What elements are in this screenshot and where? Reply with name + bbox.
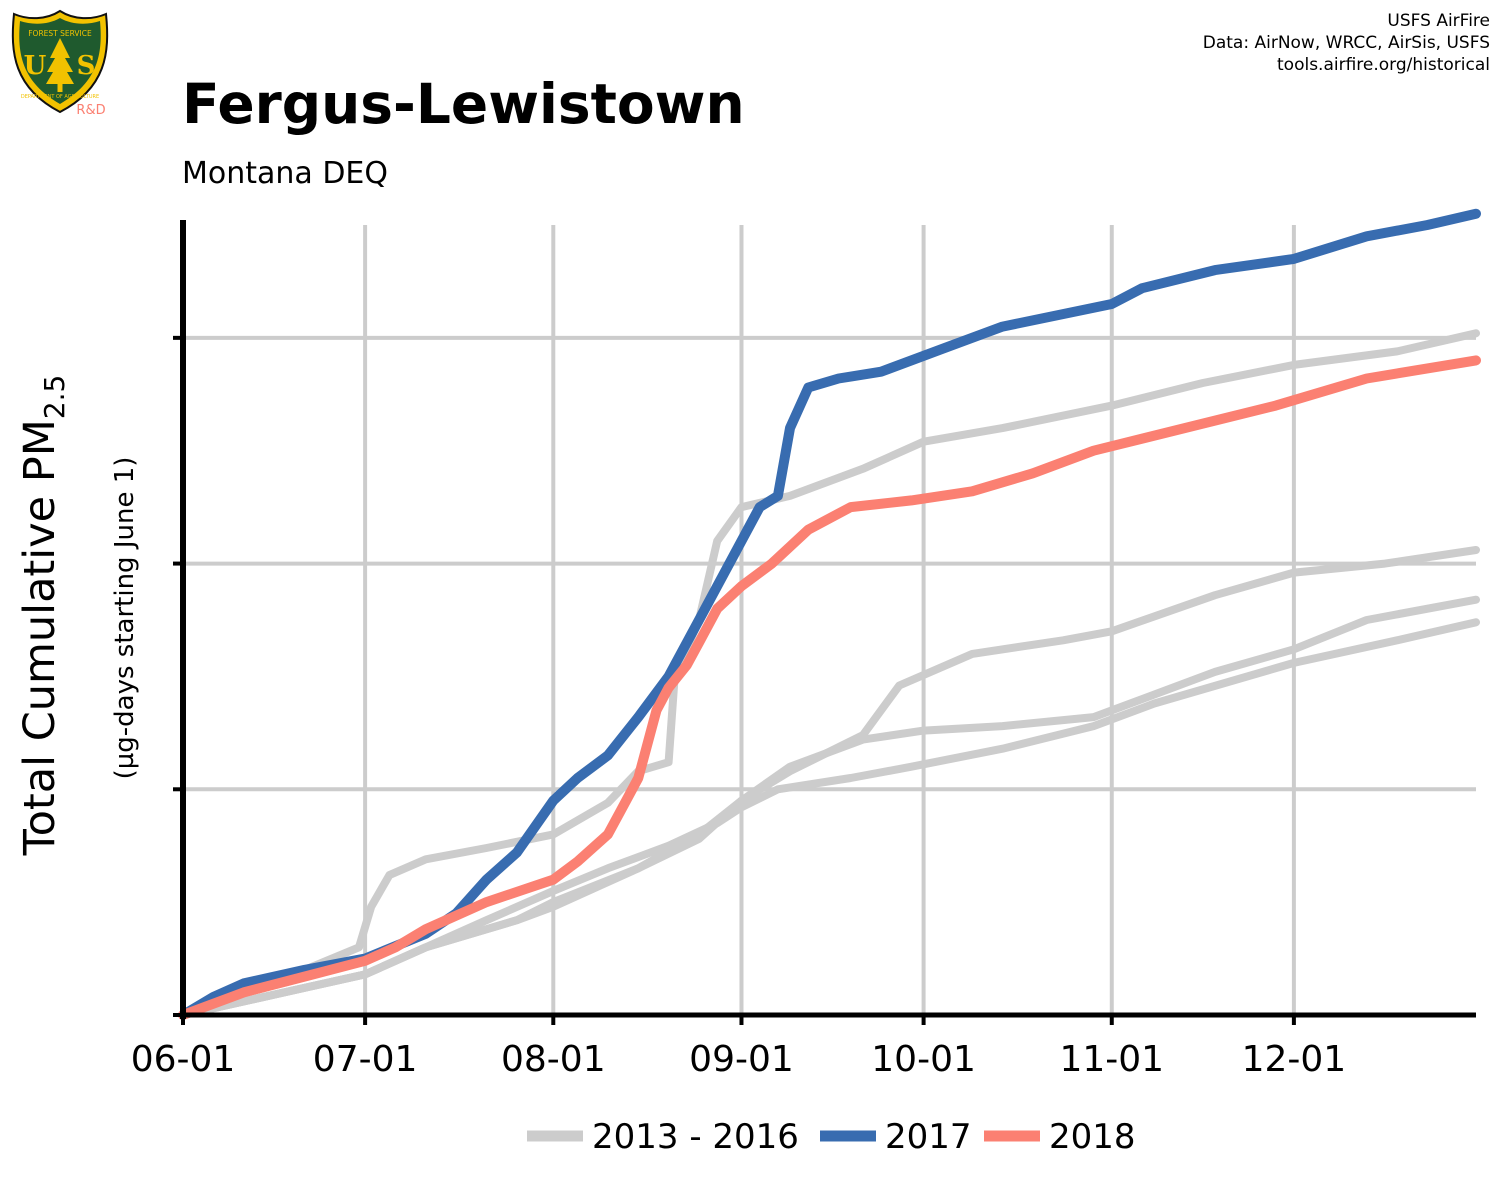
logo-letter-u: U [24, 51, 47, 81]
grid-lines [183, 225, 1476, 1015]
legend-label-2013-2016: 2013 - 2016 [592, 1117, 799, 1157]
credit-line: tools.airfire.org/historical [1277, 55, 1490, 75]
y-axis-label: Total Cumulative PM2.5 [15, 375, 71, 857]
x-tick-label: 10-01 [871, 1039, 976, 1080]
y-axis-label-subscript: 2.5 [38, 375, 71, 420]
chart-title: Fergus-Lewistown [182, 72, 745, 136]
x-tick-label: 07-01 [313, 1039, 418, 1080]
logo-bottom-text: DEPARTMENT OF AGRICULTURE [21, 94, 99, 100]
x-tick-label: 12-01 [1242, 1039, 1347, 1080]
data-series [178, 208, 1481, 1020]
x-tick-label: 09-01 [689, 1039, 794, 1080]
logo-letter-s: S [77, 51, 96, 81]
x-tick-label: 08-01 [501, 1039, 606, 1080]
series-line-2018 [178, 355, 1481, 1020]
logo-top-text: FOREST SERVICE [28, 29, 92, 38]
y-axis-label-main: Total Cumulative PM [15, 419, 65, 856]
y-axis-sublabel: (µg-days starting June 1) [110, 457, 140, 780]
series-line-2013-2016 [179, 329, 1480, 1019]
tree-icon [46, 38, 74, 84]
axes: 06-01 07-01 08-01 09-01 10-01 11-01 12-01 [131, 220, 1476, 1080]
credit-line: USFS AirFire [1387, 11, 1490, 31]
legend-label-2018: 2018 [1049, 1117, 1136, 1157]
usfs-shield-logo: FOREST SERVICE U S DEPARTMENT OF AGRICUL… [11, 9, 109, 118]
x-tick-label: 11-01 [1059, 1039, 1164, 1080]
data-credits: USFS AirFire Data: AirNow, WRCC, AirSis,… [1203, 10, 1490, 76]
series-line-2013-2016 [179, 546, 1480, 1019]
logo-rd-badge: R&D [76, 103, 105, 118]
chart-subtitle: Montana DEQ [182, 156, 389, 191]
tree-trunk-icon [57, 84, 63, 92]
credit-line: Data: AirNow, WRCC, AirSis, USFS [1202, 33, 1490, 53]
x-tick-label: 06-01 [131, 1039, 236, 1080]
legend: 2013 - 2016 2017 2018 [527, 1117, 1136, 1157]
legend-label-2017: 2017 [885, 1117, 972, 1157]
